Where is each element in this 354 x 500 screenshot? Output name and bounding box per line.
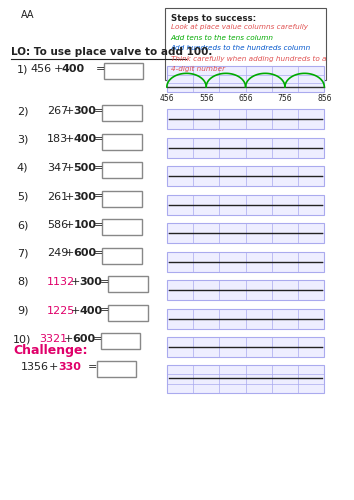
Text: Add tens to the tens column: Add tens to the tens column [171, 34, 274, 40]
Text: =: = [100, 277, 109, 287]
Text: 10): 10) [13, 334, 32, 344]
Text: 7): 7) [17, 248, 28, 258]
Text: 300: 300 [74, 192, 96, 202]
Text: 556: 556 [199, 94, 213, 103]
Text: 330: 330 [58, 362, 81, 372]
Text: +: + [71, 277, 81, 287]
Text: +: + [65, 192, 74, 202]
Text: 9): 9) [17, 306, 28, 316]
Text: 267: 267 [47, 106, 68, 116]
Text: 8): 8) [17, 277, 28, 287]
FancyBboxPatch shape [167, 138, 324, 158]
Text: LO: To use place valve to add 100.: LO: To use place valve to add 100. [11, 47, 213, 57]
Text: +: + [65, 248, 74, 258]
FancyBboxPatch shape [102, 105, 142, 121]
Text: =: = [88, 362, 97, 372]
Text: +: + [65, 106, 74, 116]
Text: 183: 183 [47, 134, 68, 144]
FancyBboxPatch shape [97, 361, 136, 377]
Text: Add hundreds to the hundreds column: Add hundreds to the hundreds column [171, 45, 311, 51]
Text: 1225: 1225 [47, 306, 75, 316]
Text: 300: 300 [80, 277, 103, 287]
Text: 4): 4) [17, 163, 28, 173]
Text: 4-digit number: 4-digit number [171, 66, 225, 72]
FancyBboxPatch shape [102, 134, 142, 150]
Text: Steps to success:: Steps to success: [171, 14, 256, 23]
FancyBboxPatch shape [102, 219, 142, 235]
Text: 656: 656 [238, 94, 253, 103]
Text: 400: 400 [62, 64, 85, 74]
Text: 400: 400 [74, 134, 97, 144]
Text: =: = [94, 134, 103, 144]
FancyBboxPatch shape [167, 337, 324, 357]
FancyBboxPatch shape [104, 63, 143, 79]
Text: +: + [53, 64, 63, 74]
Text: 261: 261 [47, 192, 68, 202]
Text: 1356: 1356 [21, 362, 48, 372]
Text: 756: 756 [278, 94, 292, 103]
FancyBboxPatch shape [167, 308, 324, 328]
Text: 1): 1) [17, 64, 28, 74]
Text: =: = [100, 306, 109, 316]
FancyBboxPatch shape [108, 276, 148, 292]
Text: 1132: 1132 [47, 277, 75, 287]
Text: +: + [64, 334, 73, 344]
Text: Think carefully when adding hundreds to a: Think carefully when adding hundreds to … [171, 56, 326, 62]
Text: =: = [94, 163, 103, 173]
Text: =: = [92, 334, 102, 344]
FancyBboxPatch shape [165, 8, 326, 80]
FancyBboxPatch shape [167, 109, 324, 129]
Text: 2): 2) [17, 106, 28, 116]
FancyBboxPatch shape [167, 223, 324, 243]
Text: +: + [49, 362, 58, 372]
FancyBboxPatch shape [167, 365, 324, 393]
FancyBboxPatch shape [167, 252, 324, 272]
Text: +: + [65, 220, 74, 230]
Text: 500: 500 [74, 163, 96, 173]
Text: =: = [94, 192, 103, 202]
Text: 3321: 3321 [39, 334, 68, 344]
Text: +: + [65, 134, 74, 144]
Text: 600: 600 [72, 334, 95, 344]
Text: =: = [94, 106, 103, 116]
Text: 400: 400 [80, 306, 103, 316]
FancyBboxPatch shape [102, 248, 142, 264]
Text: 586: 586 [47, 220, 68, 230]
Text: =: = [94, 220, 103, 230]
FancyBboxPatch shape [167, 194, 324, 214]
Text: 456: 456 [160, 94, 174, 103]
FancyBboxPatch shape [167, 66, 324, 92]
FancyBboxPatch shape [167, 280, 324, 300]
Text: 300: 300 [74, 106, 96, 116]
FancyBboxPatch shape [108, 304, 148, 320]
Text: AA: AA [21, 10, 34, 20]
FancyBboxPatch shape [102, 190, 142, 206]
Text: 249: 249 [47, 248, 68, 258]
Text: +: + [71, 306, 81, 316]
Text: 856: 856 [317, 94, 332, 103]
FancyBboxPatch shape [102, 162, 142, 178]
Text: =: = [96, 64, 105, 74]
FancyBboxPatch shape [167, 166, 324, 186]
FancyBboxPatch shape [101, 333, 140, 349]
Text: Look at place value columns carefully: Look at place value columns carefully [171, 24, 308, 30]
Text: =: = [94, 248, 103, 258]
Text: 6): 6) [17, 220, 28, 230]
Text: 100: 100 [74, 220, 97, 230]
Text: 456: 456 [30, 64, 51, 74]
Text: 3): 3) [17, 134, 28, 144]
Text: 347: 347 [47, 163, 68, 173]
Text: Challenge:: Challenge: [13, 344, 88, 357]
Text: 600: 600 [74, 248, 97, 258]
Text: +: + [65, 163, 74, 173]
Text: 5): 5) [17, 192, 28, 202]
